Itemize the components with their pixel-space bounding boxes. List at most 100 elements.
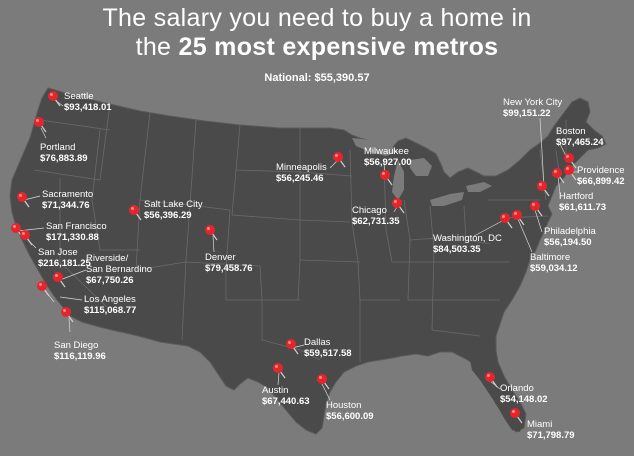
city-name: Sacramento bbox=[42, 189, 94, 200]
label-minneapolis: Minneapolis $56,245.46 bbox=[276, 162, 327, 184]
city-salary: $59,517.58 bbox=[304, 348, 352, 359]
label-baltimore: Baltimore $59,034.12 bbox=[530, 252, 578, 274]
city-salary: $56,194.50 bbox=[544, 237, 592, 248]
pin-miami bbox=[510, 408, 523, 424]
label-orlando: Orlando $54,148.02 bbox=[500, 383, 548, 405]
label-san-diego: San Diego $116,119.96 bbox=[54, 340, 106, 362]
pin-washington-dc bbox=[500, 213, 513, 229]
label-hartford: Hartford $61,611.73 bbox=[559, 191, 606, 213]
city-salary: $76,883.89 bbox=[40, 153, 88, 164]
pin-sacramento bbox=[17, 192, 30, 208]
city-salary: $216,181.25 bbox=[38, 258, 91, 269]
city-name: Chicago bbox=[352, 205, 387, 216]
city-name: Salt Lake City bbox=[144, 199, 203, 210]
label-portland: Portland $76,883.89 bbox=[40, 142, 88, 164]
city-salary: $116,119.96 bbox=[54, 351, 106, 362]
pin-los-angeles bbox=[37, 281, 50, 297]
city-name: Dallas bbox=[304, 337, 331, 348]
city-salary: $79,458.76 bbox=[205, 263, 253, 274]
city-name-line-2: San Bernardino bbox=[86, 264, 153, 275]
label-miami: Miami $71,798.79 bbox=[527, 419, 575, 441]
label-riverside: Riverside/San Bernardino $67,750.26 bbox=[86, 253, 152, 286]
city-name: Austin bbox=[262, 385, 289, 396]
pin-minneapolis bbox=[333, 152, 346, 168]
city-name: Providence bbox=[577, 165, 625, 176]
pin-san-diego bbox=[61, 307, 74, 323]
city-salary: $56,927.00 bbox=[364, 157, 412, 168]
label-providence: Providence $66,899.42 bbox=[577, 165, 625, 187]
city-name: Portland bbox=[40, 142, 76, 153]
label-sacramento: Sacramento $71,344.76 bbox=[42, 189, 93, 211]
title-line-2: the 25 most expensive metros bbox=[0, 33, 634, 62]
city-salary: $56,600.09 bbox=[326, 411, 374, 422]
florida-shape bbox=[470, 360, 522, 432]
pin-chicago bbox=[392, 198, 405, 214]
label-chicago: Chicago $62,731.35 bbox=[352, 205, 400, 227]
pin-riverside bbox=[53, 272, 66, 288]
city-name: Baltimore bbox=[530, 252, 571, 263]
city-name: Orlando bbox=[500, 383, 534, 394]
label-milwaukee: Milwaukee $56,927.00 bbox=[364, 146, 412, 168]
pins bbox=[11, 91, 577, 424]
pin-dallas bbox=[286, 339, 299, 355]
title-line-1: The salary you need to buy a home in bbox=[102, 4, 532, 32]
city-salary: $97,465.24 bbox=[556, 137, 604, 148]
label-austin: Austin $67,440.63 bbox=[262, 385, 310, 407]
city-salary: $171,330.88 bbox=[46, 232, 99, 243]
label-denver: Denver $79,458.76 bbox=[205, 252, 253, 274]
label-washington-dc: Washington, DC $84,503.35 bbox=[433, 233, 502, 255]
city-salary: $59,034.12 bbox=[530, 263, 578, 274]
city-name: Miami bbox=[527, 419, 553, 430]
city-salary: $56,396.29 bbox=[144, 210, 192, 221]
pin-philadelphia bbox=[530, 201, 543, 217]
city-name: San Jose bbox=[38, 247, 78, 258]
city-salary: $71,344.76 bbox=[42, 200, 90, 211]
pin-denver bbox=[205, 225, 218, 241]
pin-austin bbox=[273, 363, 286, 379]
city-salary: $71,798.79 bbox=[527, 430, 575, 441]
label-seattle: Seattle $93,418.01 bbox=[64, 91, 112, 113]
pin-providence bbox=[564, 165, 577, 181]
label-boston: Boston $97,465.24 bbox=[556, 126, 604, 148]
city-salary: $99,151.22 bbox=[503, 108, 551, 119]
title-line-2-prefix: the bbox=[135, 33, 179, 61]
label-salt-lake-city: Salt Lake City $56,396.29 bbox=[144, 199, 203, 221]
label-dallas: Dallas $59,517.58 bbox=[304, 337, 352, 359]
city-name: Boston bbox=[556, 126, 586, 137]
city-name: Houston bbox=[326, 400, 362, 411]
pin-salt-lake-city bbox=[129, 205, 142, 221]
title-line-2-bold: 25 most expensive metros bbox=[178, 33, 499, 61]
label-philadelphia: Philadelphia $56,194.50 bbox=[544, 226, 596, 248]
pin-houston bbox=[317, 374, 330, 390]
city-name: Milwaukee bbox=[364, 146, 409, 157]
city-salary: $67,440.63 bbox=[262, 396, 310, 407]
pin-new-york-city bbox=[537, 181, 550, 197]
city-name: Seattle bbox=[64, 91, 94, 102]
city-salary: $66,899.42 bbox=[577, 176, 625, 187]
pin-hartford bbox=[552, 168, 565, 184]
city-name: Washington, DC bbox=[433, 233, 502, 244]
label-houston: Houston $56,600.09 bbox=[326, 400, 374, 422]
pin-portland bbox=[34, 117, 47, 133]
label-san-jose: San Jose $216,181.25 bbox=[38, 247, 91, 269]
city-salary: $54,148.02 bbox=[500, 394, 548, 405]
pin-orlando bbox=[485, 372, 498, 388]
city-salary: $93,418.01 bbox=[64, 102, 112, 113]
pin-baltimore bbox=[512, 210, 525, 226]
pin-boston bbox=[564, 153, 577, 169]
leader-lines bbox=[17, 99, 578, 401]
city-salary: $115,068.77 bbox=[84, 305, 137, 316]
city-salary: $62,731.35 bbox=[352, 216, 400, 227]
city-name: Denver bbox=[205, 252, 236, 263]
city-name: Riverside/ bbox=[86, 253, 129, 264]
city-name: Minneapolis bbox=[276, 162, 327, 173]
city-salary: $84,503.35 bbox=[433, 244, 481, 255]
city-name: San Diego bbox=[54, 340, 99, 351]
city-name: Hartford bbox=[559, 191, 594, 202]
label-san-francisco: San Francisco $171,330.88 bbox=[46, 221, 107, 243]
city-salary: $56,245.46 bbox=[276, 173, 324, 184]
city-name: New York City bbox=[503, 97, 563, 108]
pin-seattle bbox=[48, 91, 61, 107]
